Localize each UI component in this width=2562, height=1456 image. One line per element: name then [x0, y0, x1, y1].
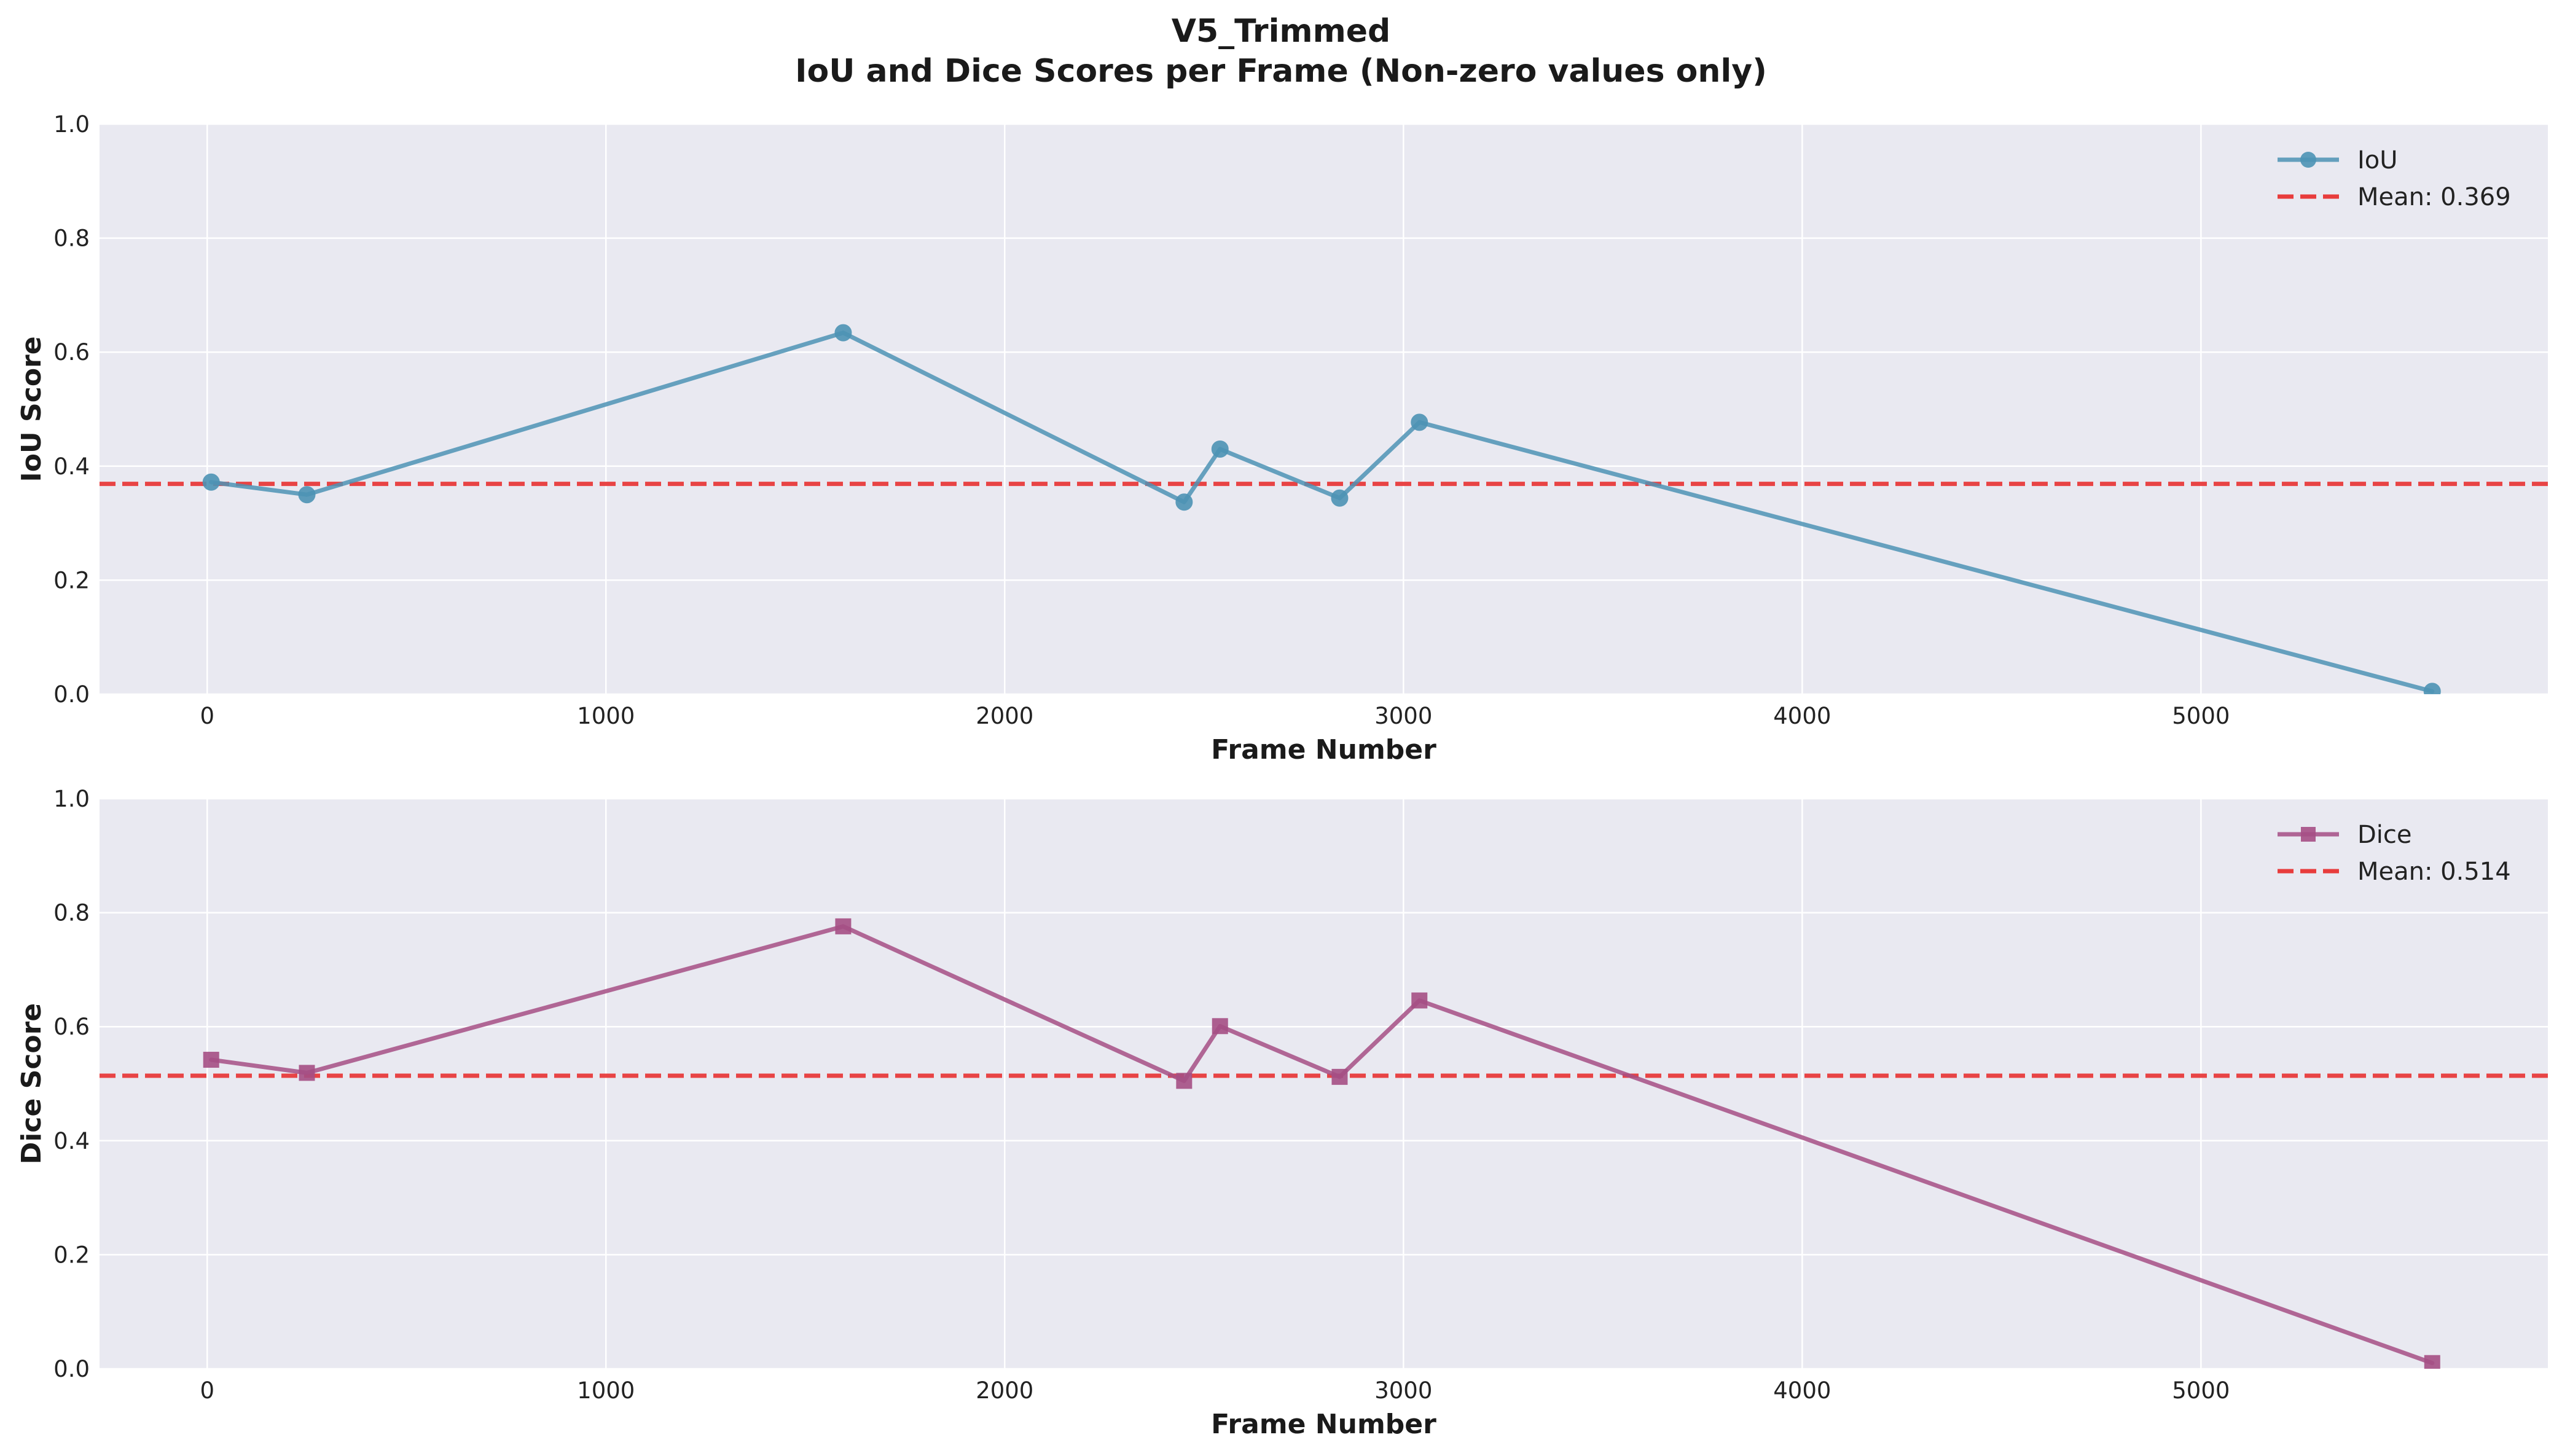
- dice-plot-content: [100, 918, 2548, 1369]
- iou-y-tick-label: 0.6: [53, 339, 90, 366]
- figure-subtitle: IoU and Dice Scores per Frame (Non-zero …: [795, 53, 1767, 90]
- iou-series-line: [209, 331, 2435, 694]
- dice-series-line: [209, 924, 2435, 1366]
- iou-data-point: [1175, 493, 1193, 511]
- dice-x-axis-label: Frame Number: [1211, 1409, 1436, 1440]
- dice-x-tick-label: 5000: [2172, 1377, 2230, 1404]
- dice-legend-series-label: Dice: [2357, 821, 2412, 849]
- dice-data-point: [2424, 1355, 2440, 1369]
- dice-legend: Dice Mean: 0.514: [2278, 821, 2511, 886]
- dice-y-tick-label: 0.8: [53, 900, 90, 926]
- iou-data-point: [834, 324, 852, 342]
- dice-data-point: [1411, 992, 1428, 1009]
- iou-data-point: [1331, 489, 1349, 507]
- iou-x-tick-label: 1000: [577, 703, 635, 729]
- dice-x-tick-label: 3000: [1374, 1377, 1432, 1404]
- iou-x-tick-label: 5000: [2172, 703, 2230, 729]
- iou-x-tick-label: 0: [200, 703, 214, 729]
- dice-panel: 0 1000 2000 3000 4000 5000 0.0 0.2 0.4 0.6 0.8 1.0 F…: [16, 786, 2548, 1440]
- iou-x-tick-label: 4000: [1773, 703, 1831, 729]
- iou-y-tick-label: 0.4: [53, 453, 90, 480]
- iou-legend-mean-label: Mean: 0.369: [2357, 183, 2511, 211]
- dice-y-tick-label: 1.0: [53, 786, 90, 812]
- dice-y-tick-label: 0.2: [53, 1242, 90, 1268]
- dice-data-point: [299, 1065, 315, 1081]
- dice-data-point: [1331, 1068, 1348, 1085]
- dice-y-axis-label: Dice Score: [16, 1003, 47, 1164]
- dice-legend-marker: [2301, 827, 2316, 842]
- iou-data-point: [2423, 683, 2441, 694]
- iou-y-tick-label: 0.0: [53, 681, 90, 708]
- iou-legend: IoU Mean: 0.369: [2278, 146, 2511, 211]
- dice-y-tick-label: 0.4: [53, 1128, 90, 1154]
- iou-data-point: [1211, 440, 1229, 458]
- iou-plot-content: [100, 324, 2548, 694]
- dice-data-point: [1176, 1073, 1193, 1089]
- iou-y-tick-label: 1.0: [53, 111, 90, 138]
- dice-y-tick-label: 0.6: [53, 1014, 90, 1040]
- iou-data-point: [202, 473, 220, 491]
- dice-y-tick-label: 0.0: [53, 1356, 90, 1382]
- iou-legend-series-label: IoU: [2357, 146, 2398, 174]
- iou-plot-area: [100, 124, 2548, 694]
- dice-plot-area: [100, 799, 2548, 1369]
- dice-x-tick-label: 0: [200, 1377, 214, 1404]
- dice-x-tick-label: 4000: [1773, 1377, 1831, 1404]
- dice-data-point: [1212, 1018, 1228, 1035]
- iou-y-tick-label: 0.2: [53, 567, 90, 593]
- iou-y-tick-label: 0.8: [53, 225, 90, 252]
- iou-x-axis-label: Frame Number: [1211, 734, 1436, 765]
- iou-x-tick-label: 3000: [1374, 703, 1432, 729]
- iou-data-point: [1411, 413, 1428, 431]
- dice-legend-mean-label: Mean: 0.514: [2357, 858, 2511, 886]
- dice-data-point: [203, 1052, 219, 1068]
- iou-data-point: [298, 486, 316, 504]
- figure-title: V5_Trimmed: [1172, 13, 1391, 50]
- iou-x-tick-label: 2000: [976, 703, 1033, 729]
- iou-legend-marker: [2300, 152, 2316, 168]
- dice-x-tick-label: 2000: [976, 1377, 1033, 1404]
- dice-x-tick-label: 1000: [577, 1377, 635, 1404]
- iou-panel: 0 1000 2000 3000 4000 5000 0.0 0.2 0.4 0.6 0.8 1.0 F…: [16, 111, 2548, 765]
- iou-y-axis-label: IoU Score: [16, 336, 47, 482]
- dice-data-point: [835, 918, 852, 934]
